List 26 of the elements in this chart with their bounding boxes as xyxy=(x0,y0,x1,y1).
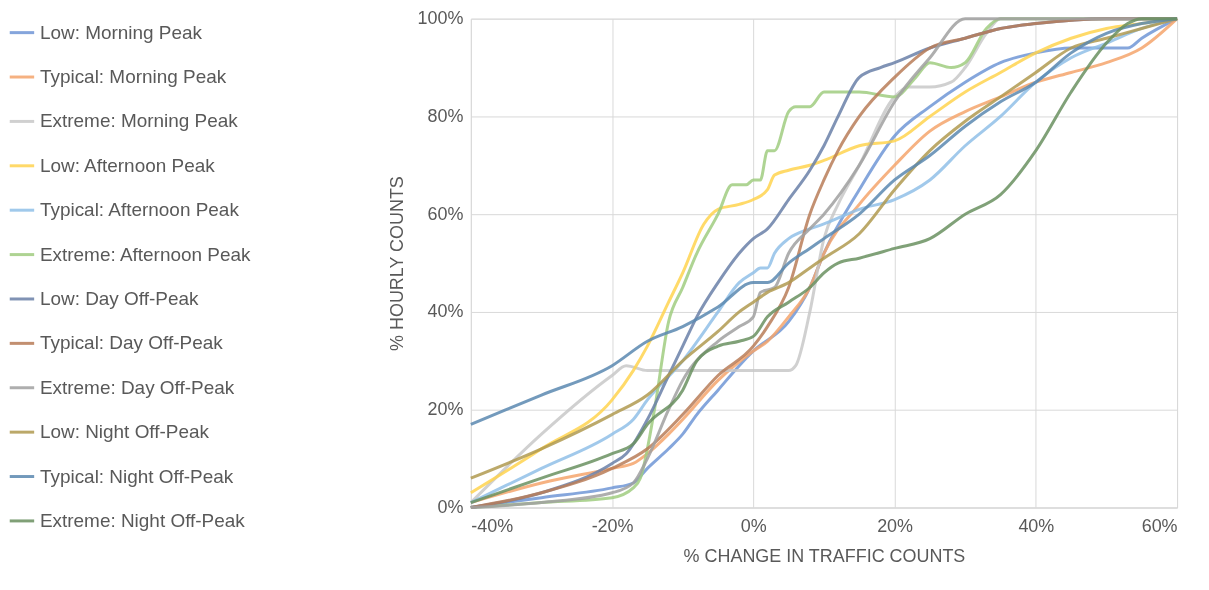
y-tick-label: 100% xyxy=(417,8,464,29)
y-tick-label: 20% xyxy=(427,399,464,420)
y-tick-label: 80% xyxy=(427,105,464,126)
legend-label: Typical: Day Off-Peak xyxy=(39,332,224,354)
legend-label: Low: Day Off-Peak xyxy=(39,287,200,309)
x-tick-label: 0% xyxy=(740,515,767,536)
y-tick-label: 0% xyxy=(437,496,464,517)
x-tick-label: 60% xyxy=(1141,515,1178,536)
legend-label: Extreme: Night Off-Peak xyxy=(39,509,246,531)
y-tick-label: 60% xyxy=(427,203,464,224)
legend-label: Extreme: Morning Peak xyxy=(39,110,239,132)
x-tick-label: -20% xyxy=(591,515,634,536)
y-axis-title: % HOURLY COUNTS xyxy=(387,176,408,351)
x-tick-label: 40% xyxy=(1018,515,1055,536)
y-tick-label: 40% xyxy=(427,301,464,322)
x-tick-label: -40% xyxy=(471,515,514,536)
legend-label: Typical: Afternoon Peak xyxy=(39,199,240,221)
legend-label: Typical: Morning Peak xyxy=(39,66,227,88)
legend-label: Typical: Night Off-Peak xyxy=(39,465,234,487)
legend-label: Low: Morning Peak xyxy=(39,21,203,43)
legend-label: Extreme: Afternoon Peak xyxy=(39,243,251,265)
x-axis-title: % CHANGE IN TRAFFIC COUNTS xyxy=(683,545,966,566)
x-tick-label: 20% xyxy=(877,515,914,536)
legend-label: Low: Night Off-Peak xyxy=(39,421,210,443)
legend-label: Low: Afternoon Peak xyxy=(39,154,216,176)
legend-label: Extreme: Day Off-Peak xyxy=(39,376,235,398)
